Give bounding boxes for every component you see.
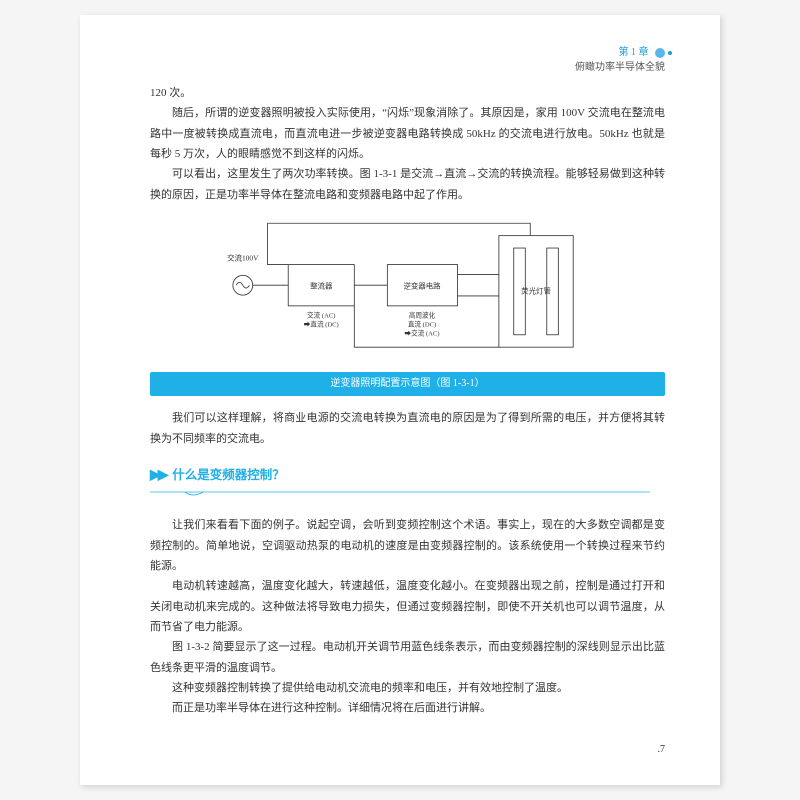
para-continued: 120 次。: [150, 83, 665, 103]
chevron-icon: ▶▶: [150, 468, 166, 483]
figure-caption: 逆变器照明配置示意图（图 1-3-1）: [150, 372, 665, 397]
paragraph: 随后，所谓的逆变器照明被投入实际使用，“闪烁”现象消除了。其原因是，家用 100…: [150, 103, 665, 164]
inverter-label: 逆变器电路: [403, 281, 441, 291]
sine-icon: [236, 282, 249, 288]
chapter-header: 第 1 章 俯瞰功率半导体全貌: [575, 45, 665, 75]
ac-source-label: 交流100V: [227, 252, 259, 262]
paragraph: 电动机转速越高，温度变化越大，转速越低，温度变化越小。在变频器出现之前，控制是通…: [150, 576, 665, 637]
paragraph: 可以看出，这里发生了两次功率转换。图 1-3-1 是交流→直流→交流的转换流程。…: [150, 164, 665, 205]
header-dot-icon: [655, 48, 665, 58]
section-heading: ▶▶ 什么是变频器控制？: [150, 463, 665, 509]
sub1b: ➡直流 (DC): [303, 320, 338, 329]
body-block-2: 我们可以这样理解，将商业电源的交流电转换为直流电的原因是为了得到所需的电压，并方…: [150, 408, 665, 449]
paragraph: 我们可以这样理解，将商业电源的交流电转换为直流电的原因是为了得到所需的电压，并方…: [150, 408, 665, 449]
inverter-diagram: 交流100V 整流器 逆变器电路 荧光灯管 交流 (AC) ➡直流 (DC) 高…: [218, 215, 598, 364]
sub2b: 直流 (DC): [407, 320, 435, 329]
rectifier-label: 整流器: [310, 281, 333, 291]
body-block-3: 让我们来看看下面的例子。说起空调，会听到变频控制这个术语。事实上，现在的大多数空…: [150, 515, 665, 718]
underline-decoration-icon: [150, 490, 665, 498]
diagram-labels: 交流100V 整流器 逆变器电路 荧光灯管 交流 (AC) ➡直流 (DC) 高…: [227, 252, 551, 337]
chapter-subtitle: 俯瞰功率半导体全貌: [575, 62, 665, 73]
sub2a: 高周波化: [408, 310, 435, 319]
paragraph: 图 1-3-2 简要显示了这一过程。电动机开关调节用蓝色线条表示，而由变频器控制…: [150, 637, 665, 678]
page: 第 1 章 俯瞰功率半导体全貌 120 次。 随后，所谓的逆变器照明被投入实际使…: [80, 15, 720, 785]
lamp-label: 荧光灯管: [521, 286, 551, 296]
page-number: .7: [658, 741, 666, 760]
section-title: 什么是变频器控制？: [172, 468, 285, 482]
paragraph: 这种变频器控制转换了提供给电动机交流电的频率和电压，并有效地控制了温度。: [150, 678, 665, 698]
paragraph: 而正是功率半导体在进行这种控制。详细情况将在后面进行讲解。: [150, 698, 665, 718]
chapter-number: 第 1 章: [619, 47, 649, 58]
body-block-1: 120 次。 随后，所谓的逆变器照明被投入实际使用，“闪烁”现象消除了。其原因是…: [150, 83, 665, 205]
sub1a: 交流 (AC): [307, 310, 335, 319]
paragraph: 让我们来看看下面的例子。说起空调，会听到变频控制这个术语。事实上，现在的大多数空…: [150, 515, 665, 576]
sub2c: ➡交流 (AC): [404, 329, 439, 338]
